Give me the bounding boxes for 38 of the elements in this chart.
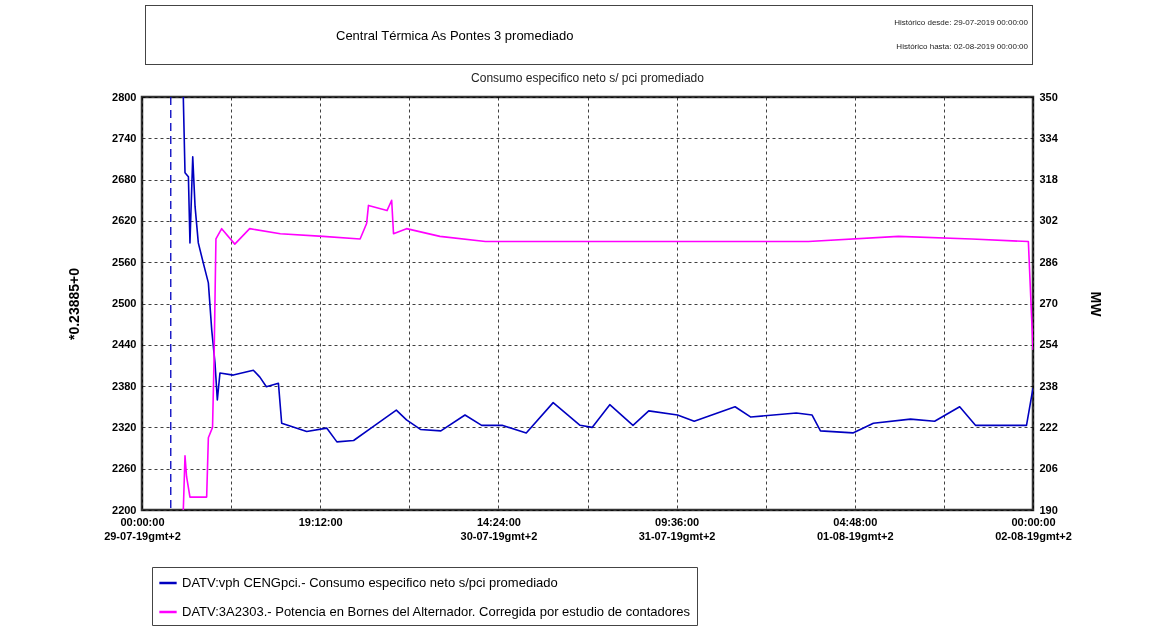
y2-tick-label: 286	[1039, 255, 1058, 268]
y-tick-label: 2680	[112, 173, 137, 186]
y2-axis-title: MW	[1087, 291, 1104, 318]
legend-label: DATV:vph CENGpci.- Consumo especifico neto s/pci promediado	[182, 575, 558, 590]
y-tick-label: 2320	[112, 420, 137, 433]
y-tick-label: 2740	[112, 131, 137, 144]
y2-tick-label: 222	[1039, 420, 1058, 433]
y-tick-label: 2440	[112, 338, 137, 351]
y-tick-label: 2380	[112, 379, 137, 392]
chart-title: Central Térmica As Pontes 3 promediado	[336, 28, 574, 43]
y-tick-label: 2620	[112, 214, 137, 227]
y-tick-label: 2500	[112, 297, 137, 309]
y2-tick-label: 350	[1039, 90, 1058, 103]
y-axis-title: *0.23885+0	[66, 267, 83, 341]
y2-tick-label: 238	[1039, 379, 1058, 392]
x-tick-label: 00:00:00 29-07-19gmt+2	[104, 515, 181, 542]
x-tick-label: 19:12:00	[298, 515, 343, 528]
text: Histórico desde: 29-07-2019 00:00:00	[894, 18, 1028, 27]
x-tick-label: 00:00:00 02-08-19gmt+2	[995, 515, 1072, 542]
chart-subtitle: Consumo especifico neto s/ pci promediado	[471, 71, 705, 85]
text: Histórico hasta: 02-08-2019 00:00:00	[896, 42, 1028, 51]
legend-label: DATV:3A2303.- Potencia en Bornes del Alternador. Corregida por estudio de contadores	[182, 604, 691, 619]
y2-tick-label: 302	[1039, 214, 1058, 227]
y2-tick-label: 318	[1039, 173, 1058, 186]
y-tick-label: 2560	[112, 255, 137, 268]
y-tick-label: 2200	[112, 503, 137, 516]
y2-tick-label: 190	[1039, 503, 1058, 516]
y2-tick-label: 206	[1039, 462, 1058, 475]
y2-tick-label: 270	[1039, 297, 1058, 309]
y2-tick-label: 254	[1039, 338, 1059, 351]
line-series	[182, 199, 1033, 510]
line-series	[182, 97, 1033, 443]
x-tick-label: 14:24:00 30-07-19gmt+2	[460, 515, 538, 542]
y2-tick-label: 334	[1039, 131, 1059, 144]
x-tick-label: 04:48:00 01-08-19gmt+2	[816, 515, 894, 542]
y-tick-label: 2800	[112, 90, 137, 103]
x-tick-label: 09:36:00 31-07-19gmt+2	[638, 515, 716, 542]
y-tick-label: 2260	[112, 462, 137, 475]
